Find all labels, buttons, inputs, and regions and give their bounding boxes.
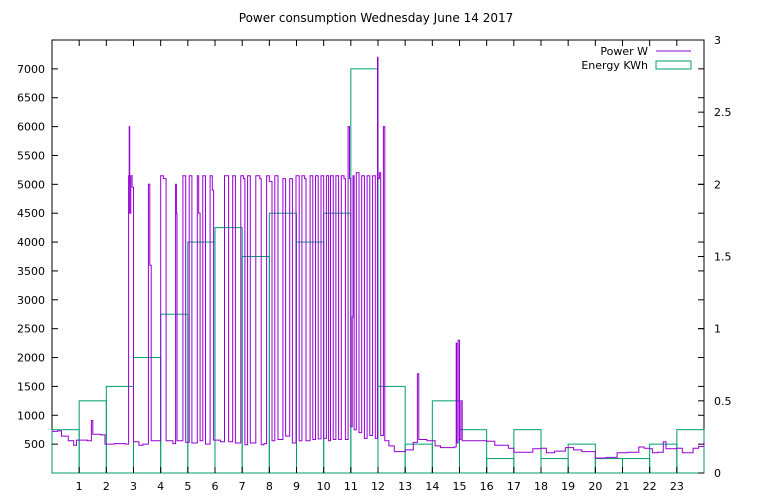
x-tick-label: 4 [157, 480, 164, 493]
x-tick-label: 23 [670, 480, 684, 493]
x-tick-label: 5 [184, 480, 191, 493]
x-tick-label: 11 [344, 480, 358, 493]
y-left-tick-label: 5500 [17, 149, 45, 162]
y-left-tick-label: 1500 [17, 380, 45, 393]
y-right-tick-label: 0 [714, 467, 721, 480]
x-tick-label: 3 [130, 480, 137, 493]
power-series [52, 56, 705, 459]
energy-bar [459, 429, 488, 474]
axes-ticks: 500 1000 1500 2000 2500 3000 3500 4000 4500 5000 5… [17, 34, 732, 493]
y-left-tick-label: 4500 [17, 207, 45, 220]
y-right-tick-label: 2.5 [714, 106, 732, 119]
x-tick-label: 9 [293, 480, 300, 493]
y-right-tick-label: 1.5 [714, 251, 732, 264]
y-left-tick-label: 1000 [17, 409, 45, 422]
y-left-tick-label: 2500 [17, 323, 45, 336]
x-tick-label: 18 [534, 480, 548, 493]
x-tick-label: 10 [317, 480, 331, 493]
x-tick-label: 14 [425, 480, 439, 493]
y-left-tick-label: 5000 [17, 178, 45, 191]
x-tick-label: 17 [507, 480, 521, 493]
x-tick-label: 8 [266, 480, 273, 493]
y-left-tick-label: 500 [24, 438, 45, 451]
y-left-tick-label: 2000 [17, 352, 45, 365]
y-right-tick-label: 0.5 [714, 395, 732, 408]
x-tick-label: 2 [103, 480, 110, 493]
x-tick-label: 7 [239, 480, 246, 493]
x-tick-label: 12 [371, 480, 385, 493]
y-left-tick-label: 4000 [17, 236, 45, 249]
power-line [52, 56, 705, 459]
energy-bar [676, 429, 705, 474]
x-tick-label: 19 [561, 480, 575, 493]
y-left-tick-label: 3500 [17, 265, 45, 278]
legend-swatch-energy [655, 60, 692, 70]
y-right-tick-label: 2 [714, 178, 721, 191]
y-left-tick-label: 3000 [17, 294, 45, 307]
y-left-tick-label: 6500 [17, 92, 45, 105]
x-tick-label: 13 [398, 480, 412, 493]
x-tick-label: 21 [616, 480, 630, 493]
x-tick-label: 22 [643, 480, 657, 493]
x-tick-label: 20 [588, 480, 602, 493]
x-tick-label: 15 [453, 480, 467, 493]
y-right-tick-label: 3 [714, 34, 721, 47]
chart-title: Power consumption Wednesday June 14 2017 [239, 11, 513, 25]
y-left-tick-label: 6000 [17, 121, 45, 134]
x-tick-label: 16 [480, 480, 494, 493]
legend-label-energy: Energy KWh [581, 59, 648, 72]
x-tick-label: 6 [212, 480, 219, 493]
legend-label-power: Power W [600, 45, 648, 58]
y-right-tick-label: 1 [714, 323, 721, 336]
x-tick-label: 1 [76, 480, 83, 493]
y-left-tick-label: 7000 [17, 63, 45, 76]
